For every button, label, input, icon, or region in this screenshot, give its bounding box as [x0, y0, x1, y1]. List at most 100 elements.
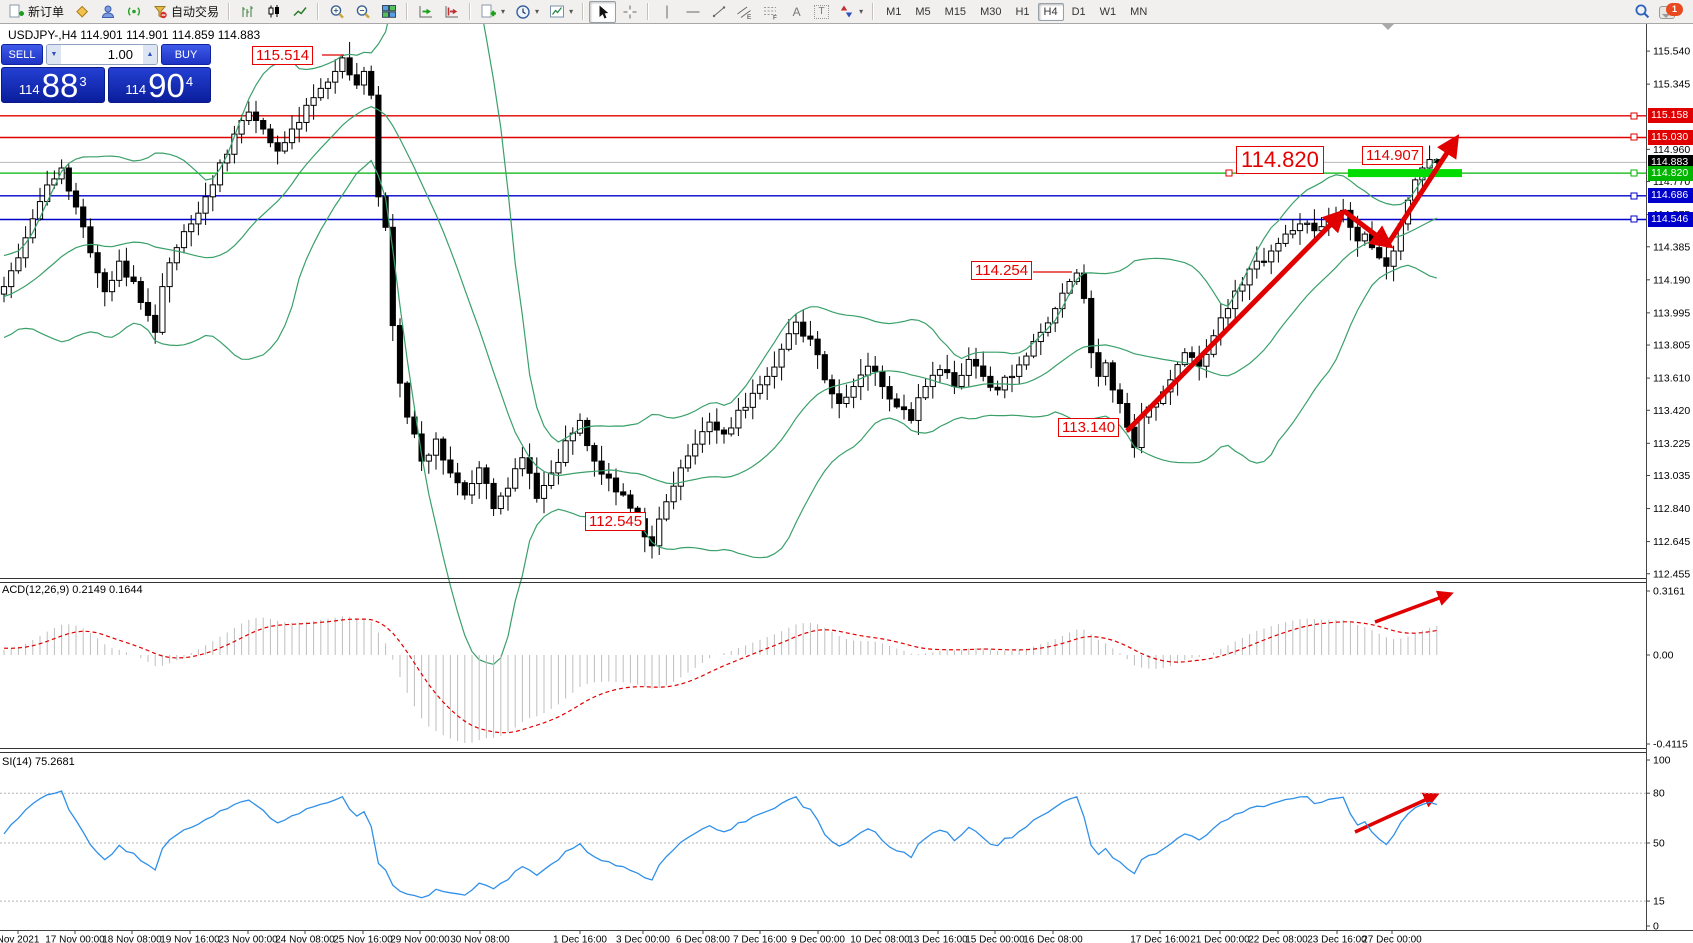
timeframe-h4[interactable]: H4	[1037, 2, 1064, 21]
new-chart-icon	[480, 4, 497, 20]
chevron-down-icon: ▾	[535, 7, 540, 16]
price-annotation-box[interactable]: 115.514	[252, 46, 314, 65]
timeframe-h1[interactable]: H1	[1015, 5, 1030, 18]
price-tick-label: 113.805	[1653, 340, 1690, 352]
timeframe-m5[interactable]: M5	[915, 5, 931, 18]
object-handle	[1630, 169, 1638, 177]
buy-price-button[interactable]: 114 90 4	[107, 67, 211, 104]
crosshair-icon	[621, 4, 638, 20]
fibonacci-button[interactable]: F	[758, 2, 783, 22]
toolbar-separator	[228, 3, 231, 20]
svg-text:E: E	[747, 14, 752, 20]
timeframe-mn[interactable]: MN	[1130, 5, 1148, 18]
price-annotation-box[interactable]: 114.907	[1362, 146, 1424, 165]
bollinger-bands	[3, 0, 1438, 665]
price-tick-label: 114.960	[1653, 144, 1690, 156]
signal-icon	[125, 4, 142, 20]
period-dropdown[interactable]: ▾	[510, 2, 543, 22]
time-axis-label: 17 Dec 16:00	[1130, 935, 1190, 943]
notifications-button[interactable]: 1	[1659, 2, 1683, 21]
horizontal-line-button[interactable]	[680, 2, 705, 22]
new-order-button[interactable]: 新订单	[4, 2, 68, 22]
price-tick-label: 112.645	[1653, 536, 1690, 548]
expert-advisors-button[interactable]	[95, 2, 120, 22]
buy-button[interactable]: BUY	[161, 44, 211, 65]
signals-button[interactable]	[121, 2, 146, 22]
vertical-line-button[interactable]	[654, 2, 679, 22]
sell-price-button[interactable]: 114 88 3	[1, 67, 105, 103]
time-axis-label: 10 Dec 08:00	[850, 935, 910, 943]
price-annotation-box[interactable]: 114.254	[971, 261, 1033, 280]
macd-panel[interactable]	[3, 616, 1438, 743]
object-handle	[1225, 169, 1233, 177]
price-annotation-box[interactable]: 113.140	[1058, 418, 1120, 437]
volume-increase-button[interactable]: ▲	[143, 45, 157, 64]
chart-shift-button[interactable]	[439, 2, 464, 22]
autotrade-button[interactable]: 自动交易	[147, 2, 223, 22]
timeframe-d1[interactable]: D1	[1071, 5, 1086, 18]
time-axis-label: 9 Dec 00:00	[791, 935, 845, 943]
trendline-button[interactable]	[706, 2, 731, 22]
macd-axis-label: -0.4115	[1653, 739, 1688, 751]
price-tick-label: 115.540	[1653, 46, 1690, 58]
sell-button[interactable]: SELL	[1, 44, 43, 65]
price-tick-label: 115.345	[1653, 79, 1690, 91]
search-icon[interactable]	[1634, 4, 1651, 20]
chart-shift-marker-icon[interactable]	[1382, 24, 1394, 30]
tile-windows-button[interactable]	[376, 2, 401, 22]
rsi-panel[interactable]	[0, 790, 1646, 902]
sell-price-big: 88	[41, 67, 79, 104]
timeframe-m1[interactable]: M1	[886, 5, 902, 18]
macd-axis-label: 0.00	[1653, 650, 1674, 662]
rsi-line	[3, 790, 1437, 899]
chart-objects[interactable]	[322, 54, 1638, 834]
fibonacci-icon: F	[762, 4, 779, 20]
price-tick-label: 112.455	[1653, 568, 1690, 580]
line-chart-button[interactable]	[287, 2, 312, 22]
timeframe-m15[interactable]: M15	[944, 5, 967, 18]
cursor-button[interactable]	[589, 0, 617, 23]
price-badge: 115.158	[1648, 108, 1693, 124]
volume-decrease-button[interactable]: ▼	[47, 45, 61, 64]
time-axis-label: 23 Dec 16:00	[1307, 935, 1367, 943]
candlestick-chart-button[interactable]	[261, 2, 286, 22]
new-order-icon	[8, 4, 25, 20]
candles[interactable]	[0, 41, 1440, 559]
buy-price-big: 90	[148, 67, 185, 104]
bar-chart-button[interactable]	[235, 2, 260, 22]
price-tick-label: 113.225	[1653, 438, 1690, 450]
crosshair-button[interactable]	[617, 2, 642, 22]
text-label-icon: T	[814, 4, 830, 19]
rsi-axis-label: 100	[1653, 755, 1671, 767]
new-chart-dropdown[interactable]: ▾	[476, 2, 509, 22]
text-label-button[interactable]: T	[810, 2, 833, 22]
svg-text:F: F	[773, 14, 777, 20]
template-dropdown[interactable]: ▾	[544, 2, 577, 22]
object-handle	[1630, 192, 1638, 200]
arrows-dropdown[interactable]: ▾	[834, 2, 867, 22]
rsi-axis-label: 0	[1653, 921, 1659, 933]
time-axis-label: 7 Dec 16:00	[733, 935, 787, 943]
time-axis-label: 30 Nov 08:00	[450, 935, 510, 943]
text-button[interactable]: A	[784, 2, 809, 22]
layers-button[interactable]	[69, 2, 94, 22]
macd-signal-line	[3, 618, 1437, 734]
cursor-icon	[594, 4, 611, 20]
equidistant-channel-icon: E	[736, 4, 753, 20]
toolbar-separator	[872, 3, 875, 20]
chart-title: USDJPY-,H4 114.901 114.901 114.859 114.8…	[8, 28, 261, 42]
volume-value[interactable]: 1.00	[107, 47, 133, 62]
price-annotation-box[interactable]: 114.820	[1236, 146, 1324, 174]
channel-button[interactable]: E	[732, 2, 757, 22]
timeframe-w1[interactable]: W1	[1099, 5, 1117, 18]
autoscroll-button[interactable]	[413, 2, 438, 22]
macd-axis-label: 0.3161	[1653, 586, 1685, 598]
price-annotation-box[interactable]: 112.545	[585, 512, 647, 531]
rsi-axis-label: 50	[1653, 838, 1665, 850]
timeframe-m30[interactable]: M30	[980, 5, 1002, 18]
price-badge: 114.820	[1648, 165, 1693, 181]
zoom-out-button[interactable]	[350, 2, 375, 22]
zoom-in-button[interactable]	[324, 2, 349, 22]
